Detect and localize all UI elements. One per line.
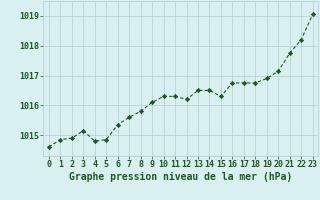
X-axis label: Graphe pression niveau de la mer (hPa): Graphe pression niveau de la mer (hPa) [69,172,292,182]
